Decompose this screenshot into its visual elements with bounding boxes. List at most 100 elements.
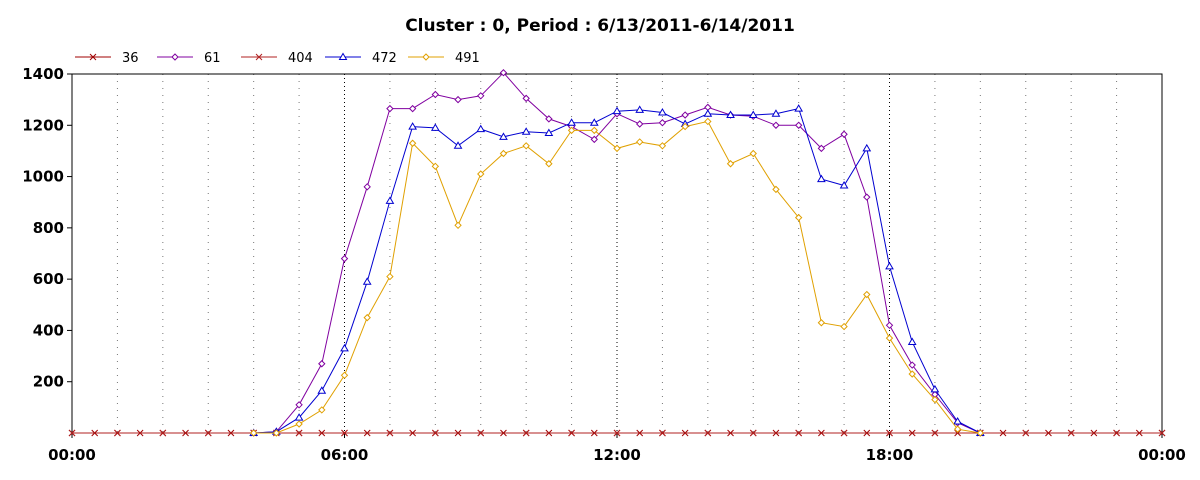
data-point	[545, 115, 553, 123]
data-point	[931, 395, 939, 404]
data-point	[885, 334, 894, 342]
data-point	[363, 313, 371, 322]
data-point	[863, 290, 871, 299]
data-point	[976, 429, 985, 437]
chart-title: Cluster : 0, Period : 6/13/2011-6/14/201…	[405, 16, 795, 36]
data-point	[431, 162, 440, 171]
y-tick-label: 800	[33, 219, 64, 237]
data-point	[659, 429, 666, 437]
data-point	[454, 95, 462, 104]
data-point	[340, 371, 349, 380]
data-point	[340, 343, 349, 352]
legend-marker	[422, 53, 430, 61]
data-point	[817, 144, 826, 153]
data-point	[681, 111, 689, 119]
data-point	[794, 213, 803, 222]
legend-label: 404	[288, 51, 313, 66]
data-point	[794, 121, 803, 129]
legend-label: 61	[204, 51, 221, 66]
data-point	[431, 429, 439, 437]
data-point	[249, 429, 258, 437]
data-point	[568, 429, 575, 437]
data-point	[636, 138, 644, 146]
data-point	[522, 429, 530, 437]
y-tick-label: 1000	[22, 168, 64, 186]
data-point	[885, 261, 894, 270]
legend-label: 472	[372, 51, 397, 66]
data-point	[658, 107, 667, 116]
data-point	[817, 174, 826, 183]
data-point	[1067, 429, 1075, 437]
data-point	[771, 109, 781, 117]
data-point	[363, 183, 371, 191]
data-point	[612, 106, 622, 115]
data-point	[521, 127, 531, 135]
data-point	[295, 429, 303, 437]
data-point	[658, 142, 667, 150]
data-point	[544, 128, 554, 136]
data-point	[567, 126, 576, 135]
data-point	[408, 104, 417, 113]
data-point	[772, 185, 780, 194]
data-point	[840, 429, 848, 437]
data-point	[908, 370, 916, 378]
data-point	[795, 429, 803, 437]
legend-item-61: 61	[157, 51, 221, 66]
data-point	[477, 170, 485, 178]
legend-item-491: 491	[408, 51, 480, 66]
data-point	[477, 429, 485, 437]
data-point	[817, 319, 826, 327]
y-tick-label: 1400	[22, 65, 64, 83]
legend-item-472: 472	[325, 51, 397, 66]
x-tick-label: 18:00	[866, 446, 914, 464]
data-point	[386, 429, 394, 437]
data-point	[1158, 429, 1166, 437]
legend-label: 491	[455, 51, 480, 66]
grid	[116, 74, 1118, 433]
data-point	[749, 429, 757, 437]
data-point	[362, 277, 372, 285]
data-point	[454, 221, 462, 229]
data-point	[931, 429, 939, 437]
data-point	[794, 104, 804, 112]
data-point	[726, 160, 735, 168]
plot-frame	[71, 73, 1163, 434]
data-point	[907, 337, 917, 345]
data-point	[317, 386, 327, 394]
series-61	[249, 69, 985, 437]
data-point	[340, 254, 349, 263]
data-point	[453, 141, 463, 149]
data-point	[635, 105, 645, 113]
data-point	[726, 110, 735, 119]
data-point	[613, 429, 621, 437]
data-point	[318, 360, 326, 368]
legend-marker	[171, 53, 179, 61]
legend-item-404: 404	[241, 51, 313, 66]
legend-marker	[89, 53, 97, 61]
y-tick-label: 1200	[22, 116, 64, 134]
x-tick-label: 00:00	[1138, 446, 1186, 464]
data-point	[477, 92, 485, 100]
data-point	[886, 429, 893, 437]
series-491	[249, 117, 985, 437]
x-tick-label: 00:00	[48, 446, 96, 464]
data-point	[294, 413, 304, 421]
data-point	[658, 119, 667, 127]
data-point	[68, 429, 76, 437]
data-point	[499, 149, 508, 158]
data-point	[295, 420, 303, 428]
data-point	[749, 149, 757, 158]
data-point	[295, 401, 303, 409]
data-point	[748, 110, 758, 119]
data-point	[114, 429, 121, 437]
legend-item-36: 36	[75, 51, 139, 66]
data-point	[613, 144, 621, 153]
data-point	[681, 122, 689, 131]
data-point	[385, 196, 395, 204]
data-point	[839, 181, 849, 189]
data-point	[930, 384, 940, 393]
data-point	[318, 406, 326, 414]
y-tick-label: 600	[33, 270, 64, 288]
data-point	[862, 143, 872, 152]
